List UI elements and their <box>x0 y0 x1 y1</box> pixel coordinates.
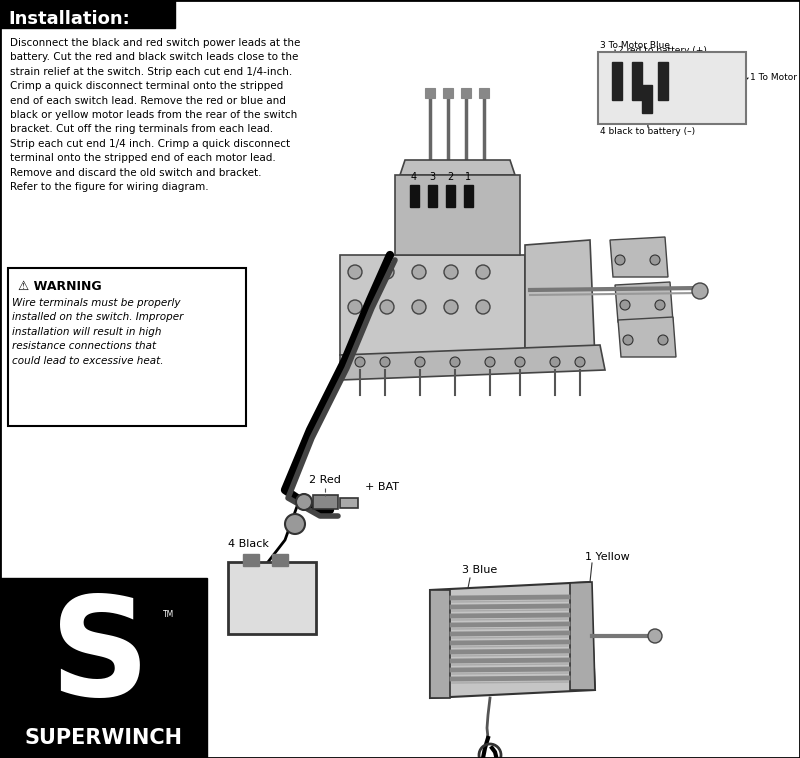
Circle shape <box>575 357 585 367</box>
Polygon shape <box>340 345 605 380</box>
Text: Disconnect the black and red switch power leads at the
battery. Cut the red and : Disconnect the black and red switch powe… <box>10 38 300 192</box>
Circle shape <box>348 265 362 279</box>
Text: 3: 3 <box>429 172 435 182</box>
Circle shape <box>415 357 425 367</box>
Bar <box>228 562 316 634</box>
Text: 4 black to battery (–): 4 black to battery (–) <box>600 127 695 136</box>
Circle shape <box>444 265 458 279</box>
Circle shape <box>380 300 394 314</box>
Polygon shape <box>615 282 673 322</box>
Polygon shape <box>430 582 595 698</box>
Bar <box>479 88 489 98</box>
Bar <box>395 175 520 255</box>
Circle shape <box>476 300 490 314</box>
Circle shape <box>658 335 668 345</box>
Circle shape <box>348 300 362 314</box>
Text: Wire terminals must be properly
installed on the switch. Improper
installation w: Wire terminals must be properly installe… <box>12 298 183 365</box>
Circle shape <box>450 357 460 367</box>
Circle shape <box>412 300 426 314</box>
Polygon shape <box>430 590 450 698</box>
Text: 2: 2 <box>447 172 453 182</box>
Polygon shape <box>525 240 595 365</box>
Bar <box>340 255 525 355</box>
Text: S: S <box>50 590 150 725</box>
Circle shape <box>515 357 525 367</box>
Circle shape <box>623 335 633 345</box>
Circle shape <box>380 357 390 367</box>
Polygon shape <box>610 237 668 277</box>
Text: ⚠ WARNING: ⚠ WARNING <box>18 280 102 293</box>
Text: 3 To Motor Blue: 3 To Motor Blue <box>600 41 670 50</box>
Bar <box>464 185 473 207</box>
Bar <box>8 268 246 426</box>
Circle shape <box>476 265 490 279</box>
Circle shape <box>285 514 305 534</box>
Bar <box>272 554 288 566</box>
Bar <box>658 62 668 100</box>
Bar <box>410 185 419 207</box>
Text: 1 Yellow: 1 Yellow <box>585 552 630 562</box>
Text: SUPERWINCH: SUPERWINCH <box>24 728 182 748</box>
Text: 3 Blue: 3 Blue <box>462 565 498 575</box>
Bar <box>632 62 642 100</box>
Text: 2 Red: 2 Red <box>309 475 341 485</box>
Circle shape <box>296 494 312 510</box>
Polygon shape <box>618 317 676 357</box>
Circle shape <box>650 255 660 265</box>
Circle shape <box>485 357 495 367</box>
Circle shape <box>444 300 458 314</box>
Polygon shape <box>400 160 515 175</box>
Text: 1: 1 <box>465 172 471 182</box>
Bar <box>340 498 358 508</box>
Bar <box>461 88 471 98</box>
Bar <box>313 495 338 509</box>
Text: 4: 4 <box>411 172 417 182</box>
Bar <box>243 554 259 566</box>
Text: 1 To Motor Yellow: 1 To Motor Yellow <box>750 74 800 83</box>
Polygon shape <box>570 582 595 690</box>
Bar <box>428 185 437 207</box>
Circle shape <box>615 255 625 265</box>
Circle shape <box>355 357 365 367</box>
Circle shape <box>550 357 560 367</box>
Bar <box>425 88 435 98</box>
Bar <box>446 185 455 207</box>
Circle shape <box>620 300 630 310</box>
Bar <box>0 0 175 28</box>
Text: 4 Black: 4 Black <box>228 539 269 549</box>
Text: TM: TM <box>163 610 174 619</box>
Text: + BAT: + BAT <box>365 482 399 492</box>
Bar <box>443 88 453 98</box>
Circle shape <box>648 629 662 643</box>
Circle shape <box>692 283 708 299</box>
Circle shape <box>412 265 426 279</box>
Circle shape <box>655 300 665 310</box>
Bar <box>0 578 207 758</box>
Text: Installation:: Installation: <box>8 10 130 28</box>
Bar <box>612 62 622 100</box>
Bar <box>598 52 746 124</box>
Bar <box>642 85 652 113</box>
Circle shape <box>380 265 394 279</box>
Text: 2 red to battery (+): 2 red to battery (+) <box>618 46 707 55</box>
